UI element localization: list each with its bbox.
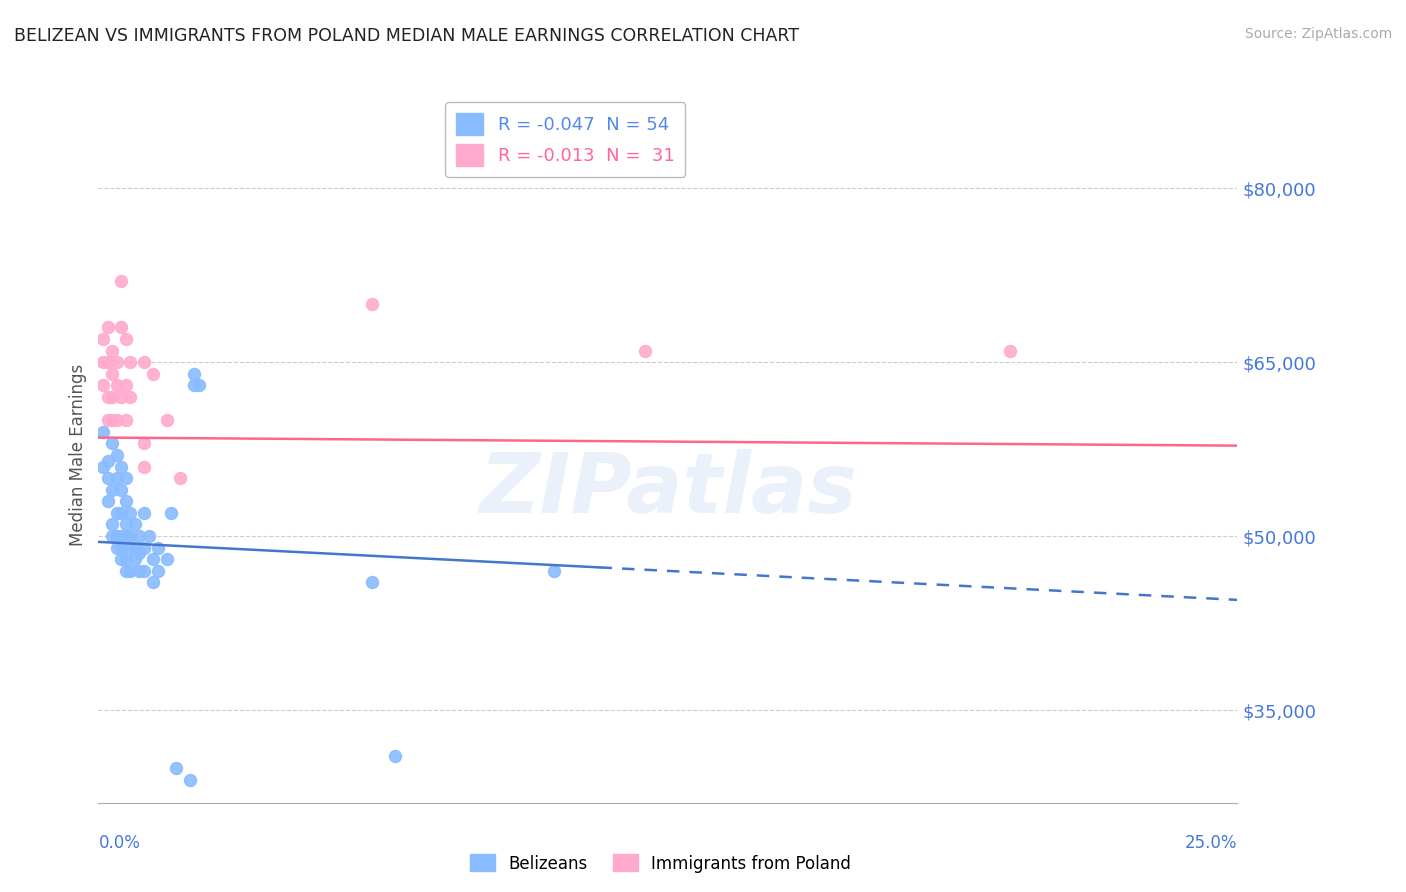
Legend: R = -0.047  N = 54, R = -0.013  N =  31: R = -0.047 N = 54, R = -0.013 N = 31 [446,103,685,177]
Point [96,471,118,485]
Point [128,546,150,561]
Point [91,332,114,346]
Point [142,367,165,381]
Text: 0.0%: 0.0% [98,834,141,852]
Point [120,506,142,520]
Point [110,274,132,288]
Point [96,453,118,467]
Point [132,436,155,450]
Point [110,552,132,566]
Point [110,529,132,543]
Point [132,355,155,369]
Point [146,541,169,555]
Point [105,413,128,427]
Point [998,343,1021,358]
Point [120,355,142,369]
Point [105,471,128,485]
Point [543,564,565,578]
Point [132,564,155,578]
Point [183,367,205,381]
Text: BELIZEAN VS IMMIGRANTS FROM POLAND MEDIAN MALE EARNINGS CORRELATION CHART: BELIZEAN VS IMMIGRANTS FROM POLAND MEDIA… [14,27,799,45]
Point [105,506,128,520]
Point [384,749,406,764]
Point [183,378,205,392]
Point [120,564,142,578]
Point [114,413,136,427]
Point [146,564,169,578]
Point [96,320,118,334]
Point [105,355,128,369]
Point [110,320,132,334]
Point [110,459,132,474]
Point [91,459,114,474]
Point [165,761,187,775]
Point [114,378,136,392]
Point [96,413,118,427]
Point [114,517,136,532]
Point [91,378,114,392]
Point [114,529,136,543]
Text: Source: ZipAtlas.com: Source: ZipAtlas.com [1244,27,1392,41]
Point [110,483,132,497]
Point [96,494,118,508]
Point [110,541,132,555]
Point [120,390,142,404]
Point [169,471,191,485]
Text: ZIPatlas: ZIPatlas [479,450,856,530]
Point [101,390,124,404]
Point [360,575,382,590]
Y-axis label: Median Male Earnings: Median Male Earnings [69,364,87,546]
Point [110,390,132,404]
Point [96,390,118,404]
Point [105,529,128,543]
Point [132,459,155,474]
Point [132,506,155,520]
Point [142,552,165,566]
Point [96,355,118,369]
Point [124,541,146,555]
Point [360,297,382,311]
Point [179,772,201,787]
Point [120,541,142,555]
Point [101,413,124,427]
Point [160,506,183,520]
Point [634,343,657,358]
Point [114,494,136,508]
Point [101,483,124,497]
Point [105,448,128,462]
Point [156,413,179,427]
Point [187,378,209,392]
Point [142,575,165,590]
Point [124,517,146,532]
Legend: Belizeans, Immigrants from Poland: Belizeans, Immigrants from Poland [464,847,858,880]
Point [101,343,124,358]
Point [138,529,160,543]
Point [105,541,128,555]
Point [114,332,136,346]
Point [128,529,150,543]
Point [91,425,114,439]
Point [114,471,136,485]
Point [132,541,155,555]
Point [105,378,128,392]
Point [101,436,124,450]
Point [156,552,179,566]
Point [120,529,142,543]
Point [101,367,124,381]
Point [114,564,136,578]
Point [101,529,124,543]
Text: 25.0%: 25.0% [1185,834,1237,852]
Point [110,506,132,520]
Point [101,517,124,532]
Point [91,355,114,369]
Point [114,552,136,566]
Point [128,564,150,578]
Point [124,552,146,566]
